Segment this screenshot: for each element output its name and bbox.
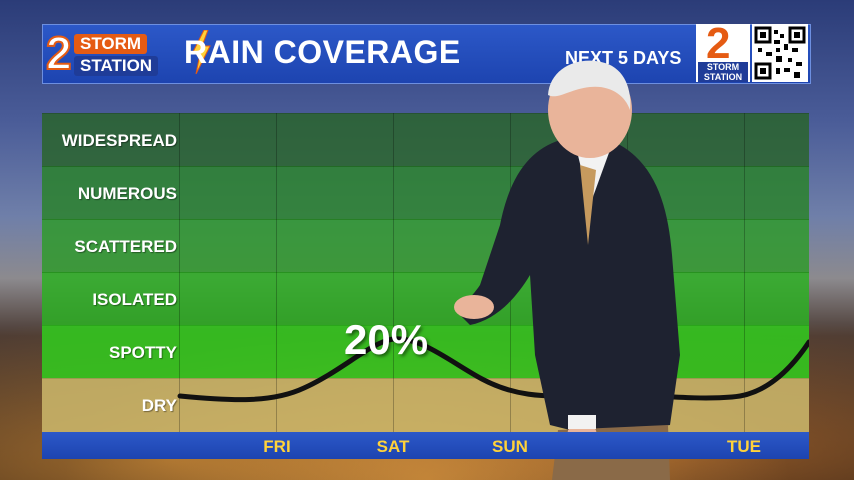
band-label-scattered: SCATTERED [74, 237, 177, 256]
day-axis-bar [42, 432, 809, 459]
day-label-fri: FRI [263, 437, 291, 456]
band-scattered: SCATTERED [42, 219, 809, 273]
band-label-dry: DRY [141, 396, 177, 415]
day-label-sat: SAT [376, 437, 410, 456]
badge-numeral: 2 [706, 19, 731, 68]
peak-percentage-label: 20% [344, 316, 429, 363]
gridline [393, 113, 394, 432]
gridline [179, 113, 180, 432]
day-label-sun: SUN [492, 437, 528, 456]
station-badge: 2 STORM STATION [696, 19, 750, 82]
header-bar [42, 24, 811, 84]
logo-word-storm: STORM [74, 34, 148, 54]
page-title: RAIN COVERAGE [184, 34, 461, 70]
band-label-numerous: NUMEROUS [77, 184, 177, 203]
gridline [744, 113, 745, 432]
band-spotty: SPOTTY [42, 325, 809, 379]
band-label-widespread: WIDESPREAD [61, 131, 177, 150]
band-widespread: WIDESPREAD [42, 113, 809, 167]
coverage-curve [177, 336, 809, 403]
rain-coverage-chart: WIDESPREAD NUMEROUS SCATTERED ISOLATED S… [42, 113, 809, 433]
band-dry: DRY [42, 378, 809, 433]
logo-word-station: STATION [74, 56, 159, 76]
lightning-bolt-icon [191, 30, 211, 74]
presenter-figure [454, 60, 680, 480]
band-label-spotty: SPOTTY [108, 343, 177, 362]
day-label-tue: TUE [727, 437, 761, 456]
storm-station-logo: 2 STORM STATION [44, 26, 211, 80]
badge-word-station: STATION [698, 72, 748, 82]
band-label-isolated: ISOLATED [92, 290, 177, 309]
badge-word-storm: STORM [698, 62, 748, 72]
band-numerous: NUMEROUS [42, 166, 809, 220]
qr-code [752, 24, 808, 82]
band-isolated: ISOLATED [42, 272, 809, 326]
logo-numeral: 2 [45, 27, 73, 79]
qr-code-icon [754, 26, 806, 80]
gridline [276, 113, 277, 432]
